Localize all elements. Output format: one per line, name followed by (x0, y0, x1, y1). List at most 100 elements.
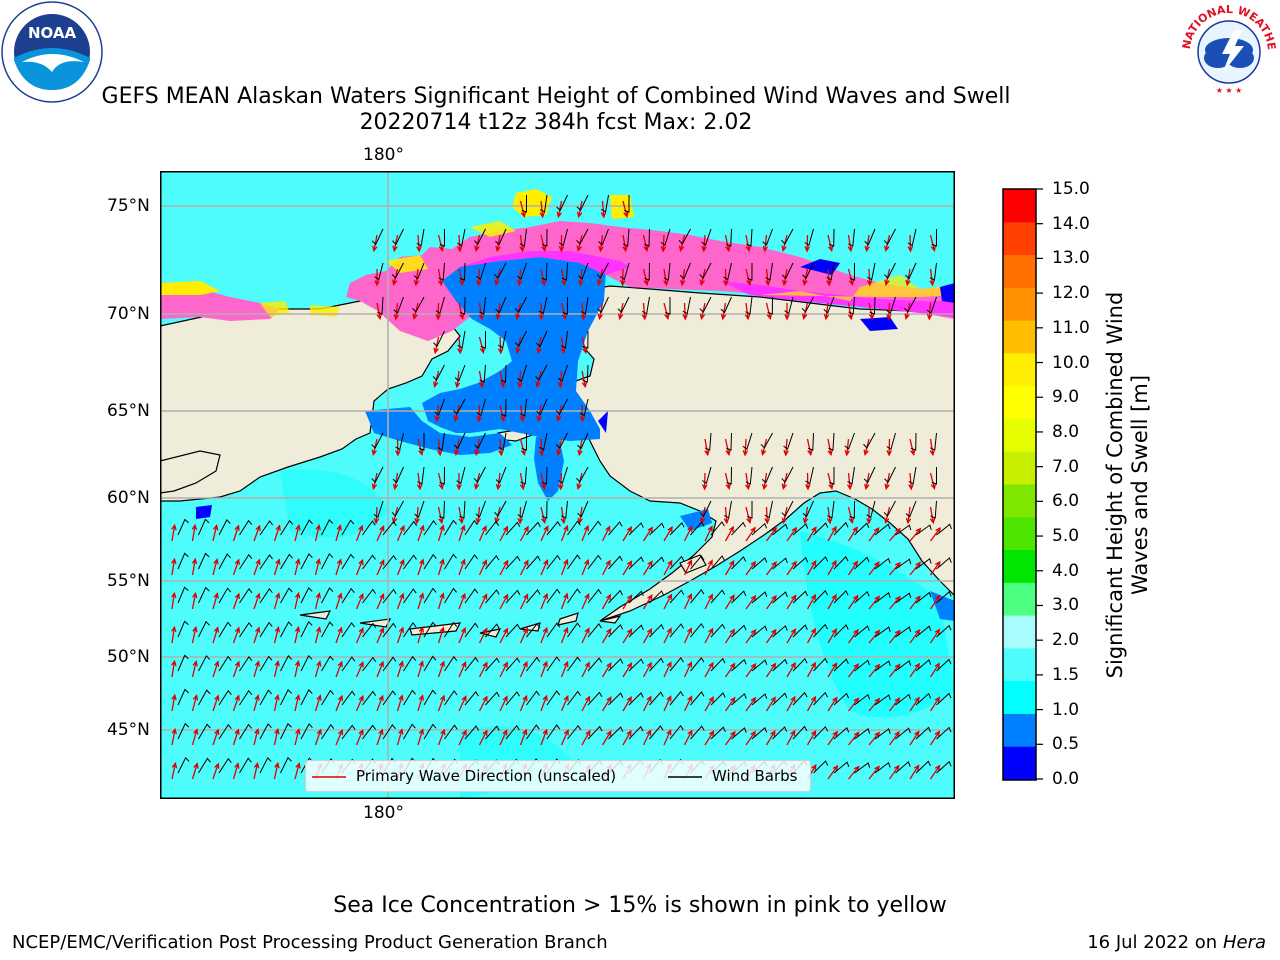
wind-barb (444, 553, 457, 570)
wind-barb (746, 228, 753, 247)
wave-direction-arrow (786, 695, 796, 712)
wave-direction-arrow (374, 268, 380, 287)
wind-barb (699, 500, 712, 518)
wind-barb (521, 194, 527, 213)
wind-barb (464, 519, 478, 536)
wind-barb (772, 523, 788, 536)
wave-direction-arrow (847, 628, 859, 644)
wave-direction-arrow (538, 302, 545, 321)
wind-barb (536, 330, 548, 348)
wind-barb (772, 658, 788, 672)
wind-barb (177, 552, 189, 570)
wind-barb (783, 432, 794, 450)
wind-barb (690, 657, 705, 672)
wave-direction-arrow (253, 761, 260, 780)
wave-direction-arrow (826, 506, 833, 525)
wave-direction-arrow (294, 659, 301, 678)
wave-direction-arrow (868, 302, 875, 321)
wind-barb (453, 398, 466, 415)
wind-barb (751, 591, 768, 604)
wave-direction-arrow (781, 472, 788, 491)
wind-barb (784, 296, 794, 315)
wave-direction-arrow (458, 661, 467, 678)
wave-direction-arrow (909, 696, 920, 712)
wave-direction-arrow (560, 729, 569, 746)
wind-barb (847, 466, 855, 485)
wave-direction-arrow (866, 268, 873, 287)
wave-direction-arrow (273, 727, 280, 746)
wind-barb (535, 364, 548, 381)
wind-barb (539, 194, 548, 213)
wind-barb (710, 657, 726, 672)
wind-barb (495, 228, 507, 246)
wind-barb (495, 296, 507, 314)
wave-direction-arrow (372, 234, 378, 253)
wind-barb (391, 262, 404, 279)
wave-direction-arrow (909, 595, 921, 610)
wave-direction-arrow (519, 404, 525, 423)
wind-barb (423, 655, 437, 672)
colorbar-block (1003, 320, 1036, 354)
wave-direction-arrow (273, 761, 280, 780)
wind-barb (198, 723, 211, 740)
colorbar-block (1003, 549, 1036, 583)
wave-direction-arrow (663, 627, 672, 644)
wave-direction-arrow (745, 594, 757, 610)
wind-barb (577, 262, 589, 280)
wave-direction-arrow (601, 559, 611, 576)
wave-direction-arrow (314, 592, 322, 610)
wave-direction-arrow (847, 765, 860, 780)
wave-direction-arrow (560, 694, 569, 712)
wind-barb (929, 262, 937, 281)
wind-barb (628, 522, 644, 536)
wave-direction-arrow (642, 560, 653, 576)
wind-barb (259, 723, 272, 740)
wave-direction-arrow (519, 728, 528, 746)
wind-barb (382, 723, 396, 740)
wind-barb (792, 590, 808, 604)
wind-barb (936, 692, 952, 706)
wind-barb (561, 262, 568, 281)
wind-barb (300, 620, 313, 638)
wave-direction-arrow (458, 524, 466, 542)
wind-barb (485, 657, 500, 672)
wind-barb (536, 398, 548, 416)
colorbar-tick-label: 0.5 (1052, 734, 1080, 755)
wave-direction-arrow (663, 525, 673, 542)
wind-barb (827, 500, 835, 519)
wave-direction-arrow (232, 524, 240, 542)
wind-barb (883, 228, 896, 245)
wave-direction-arrow (560, 558, 569, 576)
wind-barb (567, 554, 581, 570)
wind-barb (259, 689, 273, 706)
wind-barb (177, 722, 190, 740)
wave-direction-arrow (495, 234, 501, 253)
wind-barb (772, 726, 788, 740)
wind-barb (439, 466, 445, 485)
wave-direction-arrow (475, 506, 481, 525)
wave-direction-arrow (580, 302, 586, 321)
wave-direction-arrow (417, 592, 425, 610)
wave-direction-arrow (929, 526, 941, 542)
wave-direction-arrow (437, 592, 445, 610)
wave-direction-arrow (556, 200, 563, 219)
wind-barb (403, 588, 417, 604)
wind-barb (494, 500, 507, 517)
wind-barb (341, 587, 355, 604)
colorbar-block (1003, 287, 1036, 321)
wave-direction-arrow (601, 730, 612, 746)
wave-direction-arrow (437, 268, 444, 287)
wind-barb (218, 655, 232, 672)
wind-barb (321, 655, 334, 672)
wind-barb (883, 500, 896, 517)
wind-barb (874, 694, 891, 706)
wave-direction-arrow (273, 524, 281, 542)
wave-direction-arrow (458, 506, 464, 525)
wave-direction-arrow (745, 662, 757, 678)
wind-barb (849, 500, 855, 519)
wave-direction-arrow (371, 438, 378, 457)
wave-direction-arrow (294, 591, 301, 610)
wave-direction-arrow (454, 370, 461, 389)
colorbar-block (1003, 713, 1036, 747)
wind-barb (642, 296, 650, 315)
